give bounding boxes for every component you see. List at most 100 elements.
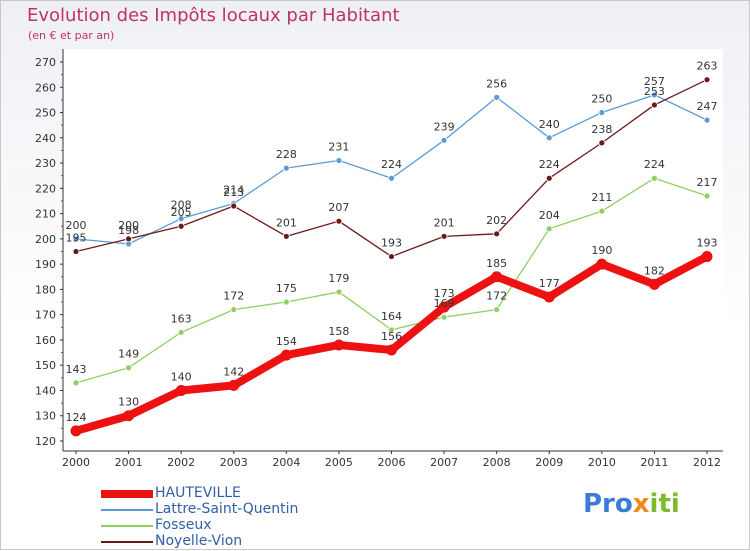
data-label-noyelle-vion: 201 — [276, 216, 297, 229]
data-point-noyelle-vion — [230, 202, 238, 210]
plot-area — [63, 49, 723, 451]
data-label-hauteville: 158 — [328, 325, 349, 338]
data-point-hauteville — [648, 278, 660, 290]
data-label-hauteville: 124 — [66, 411, 87, 424]
data-point-lattre-saint-quentin — [72, 235, 80, 243]
data-label-hauteville: 142 — [223, 365, 244, 378]
chart-subtitle: (en € et par an) — [28, 29, 115, 42]
data-point-hauteville — [70, 425, 82, 437]
data-point-fosseux — [335, 288, 343, 296]
data-point-noyelle-vion — [335, 217, 343, 225]
data-label-hauteville: 154 — [276, 335, 297, 348]
data-label-lattre-saint-quentin: 231 — [328, 141, 349, 154]
data-point-hauteville — [386, 344, 397, 356]
y-tick-label: 170 — [35, 309, 56, 322]
logo-part: iti — [649, 489, 680, 519]
x-tick-label: 2004 — [272, 456, 300, 469]
data-label-hauteville: 177 — [539, 277, 560, 290]
data-label-noyelle-vion: 253 — [644, 85, 665, 98]
data-label-fosseux: 164 — [381, 310, 402, 323]
data-point-noyelle-vion — [177, 222, 185, 230]
x-tick-label: 2009 — [535, 456, 563, 469]
data-point-hauteville — [228, 379, 240, 391]
data-label-fosseux: 172 — [223, 290, 244, 303]
data-point-fosseux — [651, 174, 658, 182]
data-point-hauteville — [175, 384, 187, 396]
data-point-noyelle-vion — [493, 230, 501, 238]
data-point-noyelle-vion — [125, 235, 132, 243]
legend-swatch — [101, 509, 153, 511]
data-point-fosseux — [545, 225, 553, 233]
data-point-lattre-saint-quentin — [282, 164, 290, 172]
data-label-hauteville: 193 — [697, 237, 718, 250]
data-label-fosseux: 172 — [486, 290, 507, 303]
data-label-fosseux: 149 — [118, 348, 139, 361]
data-label-hauteville: 190 — [591, 244, 612, 257]
data-point-hauteville — [491, 271, 503, 283]
data-point-hauteville — [543, 291, 555, 303]
data-point-noyelle-vion — [651, 101, 658, 109]
data-label-noyelle-vion: 201 — [434, 216, 455, 229]
data-label-fosseux: 163 — [171, 312, 192, 325]
data-point-fosseux — [282, 298, 290, 306]
x-tick-label: 2010 — [588, 456, 616, 469]
data-label-noyelle-vion: 193 — [381, 237, 402, 250]
data-point-hauteville — [123, 410, 135, 422]
data-point-lattre-saint-quentin — [335, 157, 343, 164]
data-label-lattre-saint-quentin: 240 — [539, 118, 560, 131]
data-point-fosseux — [703, 192, 711, 200]
data-label-hauteville: 182 — [644, 264, 665, 277]
data-label-noyelle-vion: 202 — [486, 214, 507, 227]
logo-part: x — [632, 489, 650, 519]
data-point-noyelle-vion — [282, 232, 290, 240]
y-tick-label: 160 — [35, 334, 56, 347]
data-point-lattre-saint-quentin — [493, 93, 501, 101]
x-tick-label: 2000 — [62, 456, 90, 469]
legend-swatch — [101, 490, 153, 498]
y-tick-label: 140 — [35, 384, 56, 397]
data-point-lattre-saint-quentin — [598, 109, 606, 116]
data-label-hauteville: 173 — [434, 287, 455, 300]
data-point-lattre-saint-quentin — [703, 116, 711, 124]
data-point-lattre-saint-quentin — [177, 215, 185, 223]
data-label-hauteville: 185 — [486, 257, 507, 270]
legend-label: Fosseux — [155, 517, 212, 533]
data-label-noyelle-vion: 263 — [697, 60, 718, 73]
data-point-noyelle-vion — [545, 174, 553, 182]
x-tick-label: 2012 — [693, 456, 721, 469]
x-tick-label: 2008 — [483, 456, 511, 469]
data-label-lattre-saint-quentin: 239 — [434, 120, 455, 133]
x-tick-label: 2007 — [430, 456, 458, 469]
data-label-fosseux: 175 — [276, 282, 297, 295]
y-tick-label: 200 — [35, 233, 56, 246]
data-point-hauteville — [701, 251, 713, 263]
y-tick-label: 210 — [35, 208, 56, 221]
y-tick-label: 220 — [35, 182, 56, 195]
data-point-noyelle-vion — [72, 248, 80, 255]
legend-label: Noyelle-Vion — [155, 533, 243, 549]
chart-title: Evolution des Impôts locaux par Habitant — [27, 5, 400, 26]
y-tick-label: 120 — [35, 435, 56, 448]
y-tick-label: 270 — [35, 56, 56, 69]
data-label-fosseux: 179 — [328, 272, 349, 285]
x-tick-label: 2005 — [325, 456, 353, 469]
logo-part: Pro — [583, 489, 633, 519]
data-label-lattre-saint-quentin: 250 — [591, 93, 612, 106]
data-label-fosseux: 169 — [434, 297, 455, 310]
y-tick-label: 150 — [35, 359, 56, 372]
y-tick-label: 230 — [35, 157, 56, 170]
data-label-lattre-saint-quentin: 200 — [66, 219, 87, 232]
data-label-lattre-saint-quentin: 198 — [118, 224, 139, 237]
data-point-noyelle-vion — [440, 232, 448, 240]
data-label-hauteville: 140 — [171, 370, 192, 383]
data-label-noyelle-vion: 224 — [539, 158, 560, 171]
data-label-fosseux: 143 — [66, 363, 87, 376]
data-label-noyelle-vion: 213 — [223, 186, 244, 199]
data-label-noyelle-vion: 238 — [591, 123, 612, 136]
x-tick-label: 2001 — [115, 456, 143, 469]
y-tick-label: 190 — [35, 258, 56, 271]
data-label-noyelle-vion: 207 — [328, 201, 349, 214]
data-point-fosseux — [177, 328, 185, 336]
data-label-lattre-saint-quentin: 256 — [486, 77, 507, 90]
data-point-lattre-saint-quentin — [388, 174, 395, 182]
